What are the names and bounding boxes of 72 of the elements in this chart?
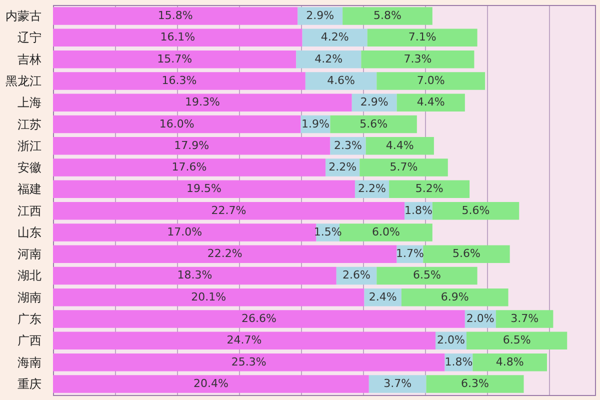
data-label: 4.4% xyxy=(386,138,414,152)
data-label: 2.3% xyxy=(334,138,362,152)
data-label: 1.9% xyxy=(302,117,330,130)
data-label: 2.0% xyxy=(466,312,494,326)
data-label: 6.5% xyxy=(502,334,531,347)
data-label: 5.8% xyxy=(374,9,402,22)
data-label: 1.8% xyxy=(404,204,432,217)
y-tick-label: 江苏 xyxy=(18,117,42,132)
y-tick-label: 山东 xyxy=(18,225,42,240)
y-tick-label: 安徽 xyxy=(18,160,42,175)
y-tick-label: 湖北 xyxy=(18,268,42,283)
y-tick-label: 广东 xyxy=(18,312,42,326)
y-tick-label: 重庆 xyxy=(18,376,42,391)
data-label: 18.3% xyxy=(177,268,212,282)
data-label: 22.7% xyxy=(211,204,246,217)
data-label: 2.2% xyxy=(358,182,386,196)
data-label: 15.7% xyxy=(157,52,192,66)
data-label: 17.0% xyxy=(167,225,202,238)
data-label: 2.6% xyxy=(342,268,370,282)
data-label: 16.0% xyxy=(159,117,194,130)
data-label: 1.8% xyxy=(444,355,473,368)
data-label: 15.8% xyxy=(158,9,193,22)
data-label: 2.9% xyxy=(360,96,388,109)
data-label: 16.1% xyxy=(160,30,196,44)
y-tick-label: 河南 xyxy=(18,247,42,262)
y-tick-label: 广西 xyxy=(18,334,42,348)
data-label: 1.7% xyxy=(396,247,424,260)
data-label: 7.1% xyxy=(408,30,436,44)
data-label: 24.7% xyxy=(226,334,262,347)
data-label: 4.2% xyxy=(314,52,343,66)
data-label: 6.5% xyxy=(413,268,441,282)
y-tick-label: 湖南 xyxy=(18,290,42,304)
data-label: 2.9% xyxy=(306,9,334,22)
data-label: 25.3% xyxy=(231,355,266,368)
data-label: 6.9% xyxy=(440,290,469,304)
data-label: 6.0% xyxy=(372,225,400,238)
data-label: 5.6% xyxy=(360,117,388,130)
y-tick-label: 黑龙江 xyxy=(6,74,42,88)
data-label: 19.5% xyxy=(186,182,222,196)
data-label: 2.2% xyxy=(328,160,357,174)
data-label: 26.6% xyxy=(241,312,276,326)
y-tick-label: 吉林 xyxy=(18,52,42,66)
data-label: 20.1% xyxy=(191,290,226,304)
data-label: 3.7% xyxy=(510,312,539,326)
data-label: 3.7% xyxy=(384,376,412,390)
data-label: 5.6% xyxy=(462,204,490,217)
data-label: 4.6% xyxy=(327,74,356,87)
data-label: 6.3% xyxy=(461,376,489,390)
data-label: 4.4% xyxy=(416,96,445,109)
y-tick-label: 上海 xyxy=(18,96,42,110)
data-label: 7.3% xyxy=(404,52,432,66)
data-label: 2.4% xyxy=(368,290,397,304)
data-label: 4.2% xyxy=(320,30,349,44)
data-label: 1.5% xyxy=(314,225,342,238)
y-tick-label: 浙江 xyxy=(18,138,42,153)
y-tick-label: 福建 xyxy=(18,182,42,196)
data-label: 22.2% xyxy=(207,247,242,260)
data-label: 20.4% xyxy=(193,376,228,390)
y-tick-label: 内蒙古 xyxy=(6,9,42,24)
data-label: 4.8% xyxy=(496,355,524,368)
data-label: 16.3% xyxy=(162,74,197,87)
data-label: 5.7% xyxy=(390,160,418,174)
y-tick-label: 辽宁 xyxy=(18,30,42,45)
data-label: 2.0% xyxy=(437,334,465,347)
data-label: 17.9% xyxy=(174,138,210,152)
data-label: 7.0% xyxy=(416,74,445,87)
data-label: 17.6% xyxy=(172,160,207,174)
y-tick-label: 海南 xyxy=(18,355,42,370)
data-label: 19.3% xyxy=(184,96,220,109)
y-tick-label: 江西 xyxy=(18,204,42,218)
data-label: 5.6% xyxy=(452,247,480,260)
data-label: 5.2% xyxy=(415,182,444,196)
